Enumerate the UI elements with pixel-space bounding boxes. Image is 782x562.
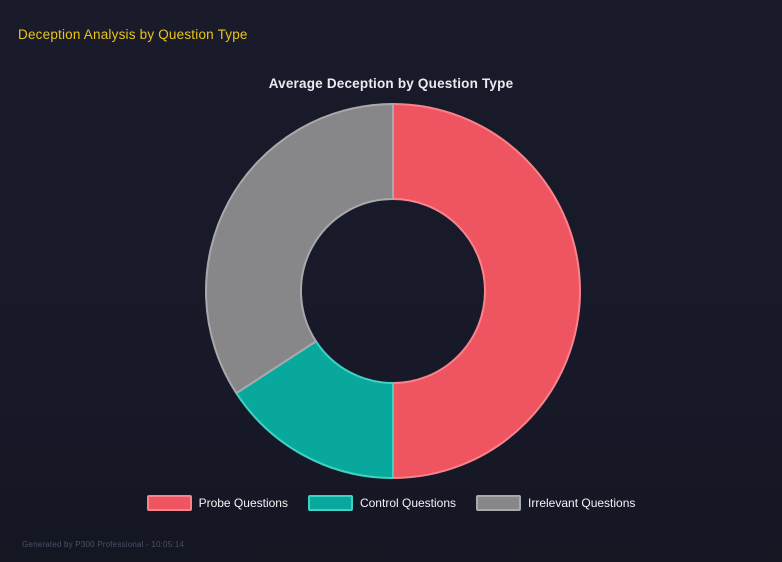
donut-segment-irrelevant-questions[interactable] bbox=[205, 103, 394, 395]
legend-swatch-probe-questions bbox=[146, 495, 192, 511]
donut-segment-probe-questions[interactable] bbox=[392, 103, 581, 479]
footer-note: Generated by P300 Professional - 10:05:1… bbox=[22, 540, 185, 549]
chart-title: Average Deception by Question Type bbox=[268, 76, 514, 91]
legend-swatch-irrelevant-questions bbox=[476, 495, 522, 511]
legend-item-irrelevant-questions[interactable]: Irrelevant Questions bbox=[476, 495, 635, 511]
legend-label-probe-questions: Probe Questions bbox=[198, 496, 288, 510]
legend-swatch-control-questions bbox=[307, 495, 353, 511]
legend-label-irrelevant-questions: Irrelevant Questions bbox=[528, 496, 636, 510]
legend-item-probe-questions[interactable]: Probe Questions bbox=[146, 495, 288, 511]
page-title: Deception Analysis by Question Type bbox=[18, 27, 248, 42]
chart-legend: Probe Questions Control Questions Irrele… bbox=[0, 495, 782, 511]
donut-segment-control-questions[interactable] bbox=[235, 340, 394, 479]
legend-item-control-questions[interactable]: Control Questions bbox=[307, 495, 457, 511]
legend-label-control-questions: Control Questions bbox=[359, 496, 457, 510]
